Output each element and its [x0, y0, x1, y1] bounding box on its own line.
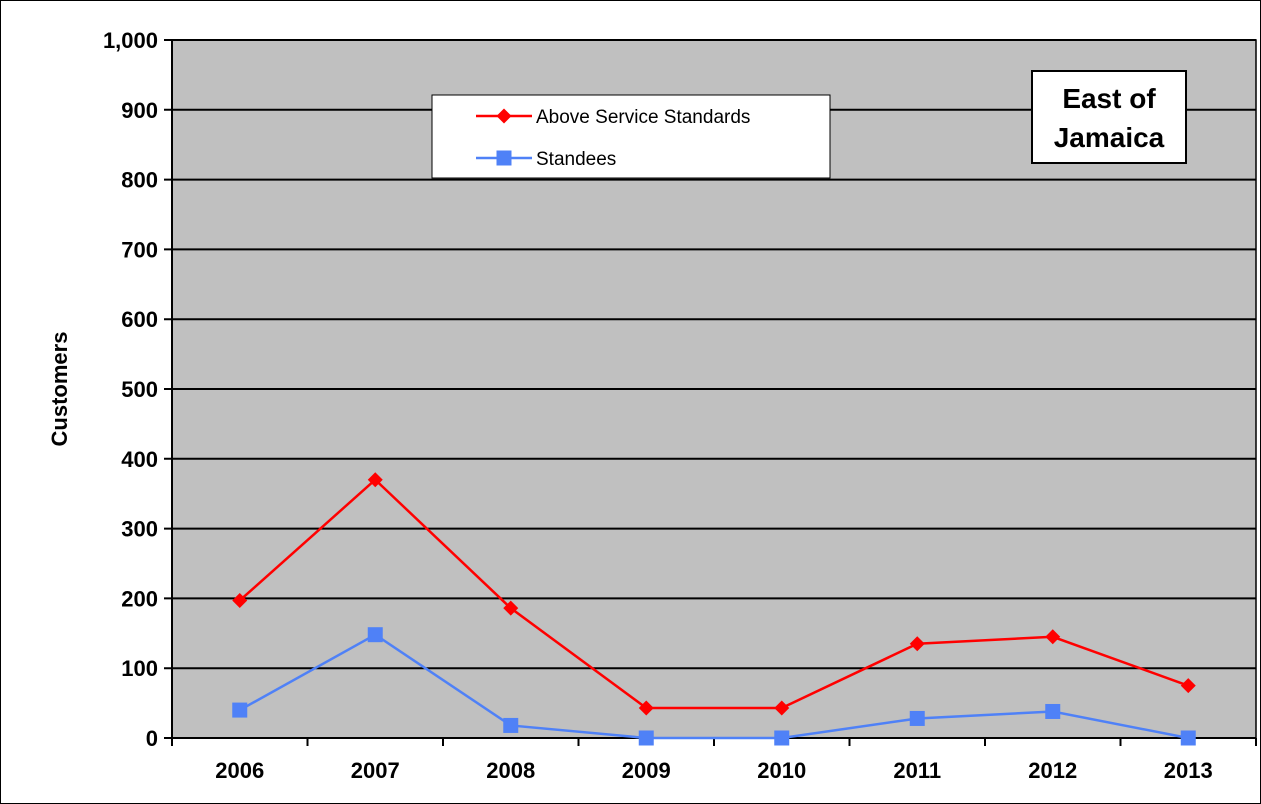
y-tick-label: 100	[121, 656, 158, 681]
y-axis-tick-labels: 0 100 200 300 400 500 600 700 800 900 1,000	[103, 28, 158, 751]
legend-marker	[496, 150, 512, 166]
legend-marker	[496, 108, 512, 124]
data-point	[774, 730, 790, 746]
region-label-box: East of Jamaica	[1031, 70, 1187, 164]
legend-label: Above Service Standards	[536, 107, 750, 128]
region-label-frame	[1031, 70, 1187, 164]
data-point	[638, 700, 654, 716]
data-point	[1045, 629, 1061, 645]
y-tick-label: 200	[121, 586, 158, 611]
legend-item: Standees	[476, 149, 616, 170]
y-tick-label: 0	[146, 726, 158, 751]
data-point	[909, 636, 925, 652]
region-label-line-2: Jamaica	[1054, 122, 1165, 153]
legend-label: Standees	[536, 149, 616, 170]
x-tick-label: 2012	[1028, 758, 1077, 783]
x-tick-label: 2006	[215, 758, 264, 783]
y-tick-label: 500	[121, 377, 158, 402]
y-tick-label: 1,000	[103, 28, 158, 53]
legend-item: Above Service Standards	[476, 107, 750, 128]
x-tick-label: 2009	[622, 758, 671, 783]
data-point	[638, 730, 654, 746]
series-1	[232, 472, 1196, 716]
y-tick-label: 400	[121, 447, 158, 472]
data-point	[1180, 678, 1196, 694]
x-tick-label: 2007	[351, 758, 400, 783]
y-tick-label: 300	[121, 517, 158, 542]
data-point	[1045, 703, 1061, 719]
data-point	[774, 700, 790, 716]
data-point	[503, 600, 519, 616]
data-point	[909, 710, 925, 726]
data-point	[367, 627, 383, 643]
series-line	[239, 633, 1189, 740]
data-point	[232, 702, 248, 718]
x-tick-label: 2013	[1164, 758, 1213, 783]
series-2	[232, 627, 1196, 746]
x-axis-tick-labels: 2006 2007 2008 2009 2010 2011 2012 2013	[215, 758, 1212, 783]
y-tick-label: 700	[121, 237, 158, 262]
data-point	[232, 592, 248, 608]
series-line	[238, 478, 1189, 710]
y-tick-label: 800	[121, 168, 158, 193]
x-tick-label: 2010	[757, 758, 806, 783]
series-layer	[232, 472, 1196, 746]
y-tick-label: 900	[121, 98, 158, 123]
x-axis-ticks	[171, 738, 1257, 746]
data-point	[367, 472, 383, 488]
x-tick-label: 2008	[486, 758, 535, 783]
x-tick-label: 2011	[893, 758, 941, 783]
data-point	[503, 717, 519, 733]
data-point	[1180, 730, 1196, 746]
region-label-line-1: East of	[1062, 83, 1156, 114]
y-axis-title: Customers	[47, 332, 72, 447]
y-tick-label: 600	[121, 307, 158, 332]
legend: Above Service Standards Standees	[431, 94, 831, 179]
